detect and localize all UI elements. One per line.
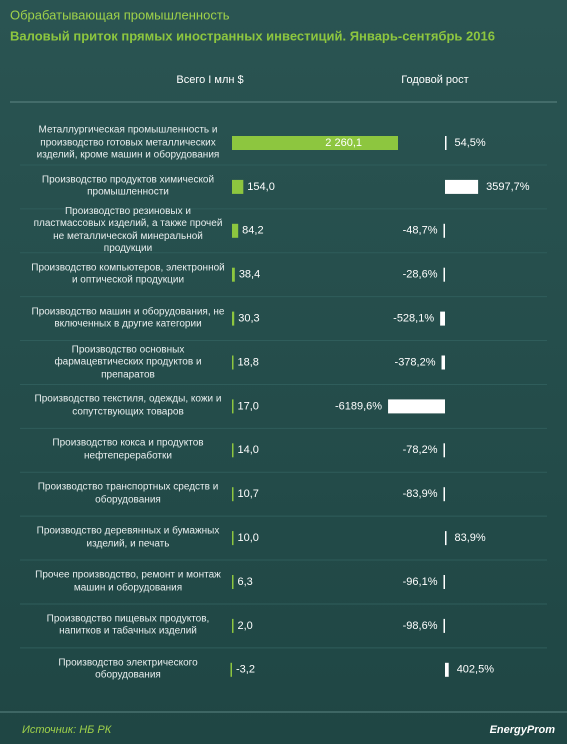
category-label: Производство текстиля, одежды, кожи и со… [34,393,222,418]
category-label: Производство электрического оборудования [58,657,198,681]
logo: EnergyProm [490,724,556,736]
bar [232,618,234,633]
value-label: 6,3 [238,576,253,588]
bar [441,355,445,370]
bar [232,136,398,150]
bar [445,531,447,546]
value-label: 38,4 [239,269,260,281]
value-label: -96,1% [403,576,438,588]
category-label: Производство резиновых и пластмассовых и… [33,205,223,255]
value-label: -98,6% [403,620,438,632]
category-label: Производство транспортных средств и обор… [37,481,219,506]
bar [232,575,234,589]
bar [232,443,234,458]
value-label: 84,2 [242,225,263,237]
value-label: 17,0 [238,400,259,412]
category-label: Производство кокса и продуктов нефтепере… [52,437,204,462]
bar [443,575,445,589]
bar [445,179,479,194]
value-label: 30,3 [238,313,259,325]
bar [443,267,445,282]
bar [443,443,445,458]
bar [232,223,239,238]
value-label: 83,9% [455,532,486,544]
bar [232,531,234,546]
column-header: Годовой рост [401,74,468,86]
category-label: Производство деревянных и бумажных издел… [36,525,220,550]
value-label: -28,6% [403,269,438,281]
value-label: 154,0 [247,181,275,193]
value-label: -3,2 [236,664,255,676]
value-label: -6189,6% [335,400,382,412]
value-label: 14,0 [238,444,259,456]
bar [443,487,445,502]
bar [232,311,235,326]
category-label: Производство машин и оборудования, не вк… [31,306,225,330]
chart-subtitle: Валовый приток прямых иностранных инвест… [10,28,495,43]
bar [232,487,234,502]
bar [443,618,445,633]
bar [445,136,447,150]
value-label: 2 260,1 [325,137,362,149]
source: Источник: НБ РК [22,724,112,736]
value-label: -48,7% [403,225,438,237]
value-label: 402,5% [457,664,495,676]
category-label: Металлургическая промышленность и произв… [36,124,220,161]
value-label: 54,5% [455,137,486,149]
bar [230,662,232,677]
category-label: Производство продуктов химической промыш… [41,174,215,198]
value-label: 18,8 [238,356,259,368]
value-label: -83,9% [403,488,438,500]
value-label: 2,0 [238,620,253,632]
category-label: Производство пищевых продуктов, напитков… [46,613,210,637]
bar [232,267,235,282]
bar [388,399,445,414]
value-label: 3597,7% [486,181,530,193]
bar [440,311,445,326]
value-label: -528,1% [393,313,434,325]
bar [232,355,234,370]
value-label: -78,2% [403,444,438,456]
category-label: Прочее производство, ремонт и монтаж маш… [35,569,221,594]
value-label: 10,7 [238,488,259,500]
bar [445,662,449,677]
bar [232,399,234,414]
category-label: Производство основных фармацевтических п… [54,343,202,380]
bar [232,179,244,194]
value-label: 10,0 [238,532,259,544]
chart-title: Обрабатывающая промышленность [10,7,230,22]
bar [443,223,445,238]
value-label: -378,2% [395,356,436,368]
column-header: Всего I млн $ [176,74,243,86]
category-label: Производство компьютеров, электронной и … [31,262,225,286]
